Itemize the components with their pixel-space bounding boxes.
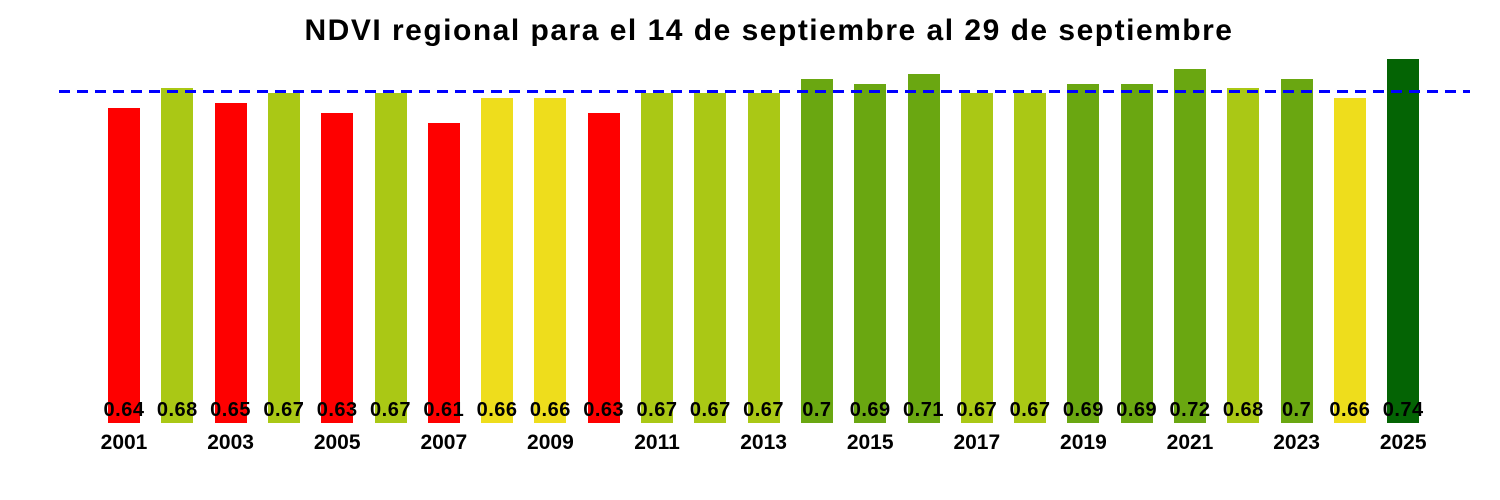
bar-value-label-2019: 0.69 — [1062, 399, 1104, 421]
bar-2014 — [800, 79, 833, 423]
bar-value-label-2008: 0.66 — [476, 399, 518, 421]
x-axis-tick-label-2015: 2015 — [846, 431, 894, 454]
bar-2019 — [1067, 84, 1100, 423]
bar-2016 — [907, 74, 940, 423]
bar-2008 — [481, 98, 514, 423]
bar-2006 — [374, 93, 407, 423]
bar-2017 — [960, 93, 993, 423]
bar-value-label-2014: 0.7 — [802, 399, 832, 421]
bar-2003 — [214, 103, 247, 423]
bar-2022 — [1227, 88, 1260, 423]
x-axis-tick-label-2009: 2009 — [527, 431, 574, 454]
bar-value-label-2005: 0.63 — [316, 399, 358, 421]
bar-value-label-2009: 0.66 — [529, 399, 571, 421]
bar-2025 — [1387, 59, 1420, 423]
x-axis-tick-label-2023: 2023 — [1273, 431, 1320, 454]
bar-2001 — [108, 108, 140, 423]
bar-2023 — [1280, 79, 1313, 423]
bar-2021 — [1174, 69, 1206, 423]
bar-value-label-2007: 0.61 — [423, 399, 465, 421]
bar-value-label-2021: 0.72 — [1169, 399, 1211, 421]
bar-value-label-2003: 0.65 — [210, 399, 252, 421]
bar-2012 — [694, 93, 727, 423]
bar-value-label-2002: 0.68 — [156, 399, 198, 421]
bar-value-label-2010: 0.63 — [583, 399, 625, 421]
x-axis-tick-label-2019: 2019 — [1060, 431, 1107, 454]
bar-2010 — [587, 113, 620, 423]
bar-value-label-2022: 0.68 — [1222, 399, 1264, 421]
x-axis-tick-label-2001: 2001 — [100, 431, 148, 454]
bar-2004 — [267, 93, 300, 423]
bar-2011 — [641, 93, 673, 423]
chart-title: NDVI regional para el 14 de septiembre a… — [304, 14, 1234, 47]
bar-value-label-2024: 0.66 — [1329, 399, 1371, 421]
bar-value-label-2012: 0.67 — [689, 399, 731, 421]
bar-value-label-2004: 0.67 — [263, 399, 305, 421]
bar-value-label-2020: 0.69 — [1116, 399, 1158, 421]
bar-value-label-2018: 0.67 — [1009, 399, 1051, 421]
bar-2015 — [854, 84, 887, 423]
bar-2007 — [427, 123, 460, 423]
bar-value-label-2011: 0.67 — [636, 399, 678, 421]
x-axis-tick-label-2013: 2013 — [740, 431, 787, 454]
bar-value-label-2016: 0.71 — [903, 399, 944, 421]
x-axis-tick-label-2007: 2007 — [420, 431, 468, 454]
x-axis-tick-label-2021: 2021 — [1166, 431, 1214, 454]
bar-2005 — [321, 113, 354, 423]
bar-value-label-2001: 0.64 — [103, 399, 145, 421]
bar-value-label-2006: 0.67 — [370, 399, 411, 421]
mean-reference-line — [59, 90, 1470, 93]
bar-value-label-2013: 0.67 — [743, 399, 785, 421]
bar-value-label-2023: 0.7 — [1281, 399, 1312, 421]
bar-2013 — [747, 93, 780, 423]
bar-value-label-2025: 0.74 — [1382, 399, 1424, 421]
x-axis-tick-label-2011: 2011 — [634, 431, 680, 454]
bar-2024 — [1333, 98, 1366, 423]
bar-2020 — [1120, 84, 1153, 423]
bar-value-label-2017: 0.67 — [956, 399, 998, 421]
x-axis-tick-label-2025: 2025 — [1379, 431, 1427, 454]
x-axis-tick-label-2017: 2017 — [953, 431, 1001, 454]
x-axis-tick-label-2003: 2003 — [207, 431, 254, 454]
bar-2018 — [1014, 93, 1047, 423]
bar-2002 — [161, 88, 194, 423]
x-axis-tick-label-2005: 2005 — [313, 431, 361, 454]
bar-value-label-2015: 0.69 — [849, 399, 891, 421]
bar-2009 — [534, 98, 567, 423]
